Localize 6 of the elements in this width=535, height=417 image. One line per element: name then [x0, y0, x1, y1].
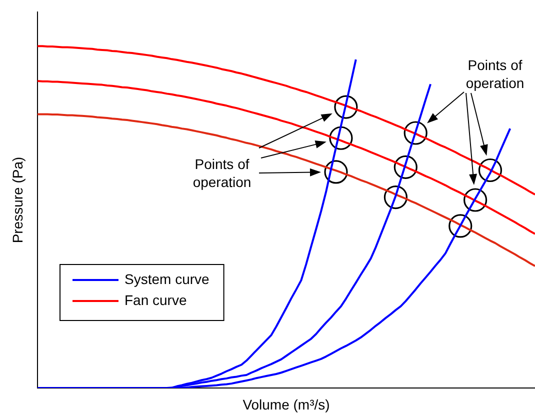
legend-label: System curve: [124, 270, 210, 287]
y-axis-title: Pressure (Pa): [9, 156, 26, 244]
annotation: Points of operation: [192, 156, 252, 190]
x-axis-title: Volume (m³/s): [242, 396, 330, 412]
legend-label: Fan curve: [124, 292, 187, 308]
annotation: Points of operation: [466, 56, 524, 91]
